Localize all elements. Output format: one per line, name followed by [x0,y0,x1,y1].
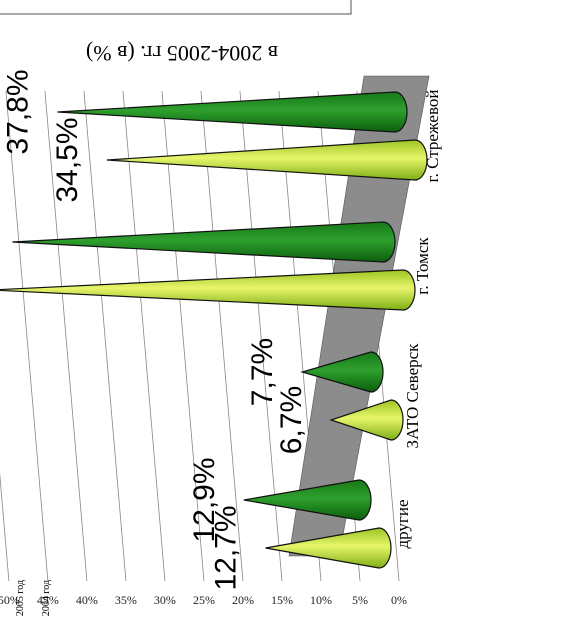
legend-entry: 2004 год [41,580,52,616]
data-label: 34,5% [51,117,84,202]
gridline [122,90,166,582]
cone-mark [106,139,428,181]
y-tick-label: 35% [115,593,137,607]
data-label: 37,8% [1,69,34,154]
gridline [83,90,127,582]
cone-mark [243,479,372,521]
category-label: ЗАТО Северск [403,343,422,449]
rotated-chart-group: 12,9%7,7%41,5%37,8%12,7%6,7%46,1%34,5% 0… [0,0,442,616]
gridline [5,90,49,582]
data-labels: 12,9%7,7%41,5%37,8%12,7%6,7%46,1%34,5% [1,69,308,590]
cone-mark [300,351,384,393]
y-tick-label: 30% [154,593,176,607]
data-label: 12,9% [188,457,221,542]
chart-title-group: в 2004-2005 гг. (в %) [0,0,352,66]
y-tick-label: 10% [310,593,332,607]
cone-mark [265,527,392,569]
gridline [0,472,10,582]
y-tick-label: 20% [232,593,254,607]
cone-mark [57,91,408,133]
cone-mark [12,221,396,263]
y-tick-label: 50% [0,593,20,607]
category-label: г. Стрежевой [423,90,442,183]
floor-plane [288,75,430,557]
legend: 2004 год 2005 год [15,580,52,616]
gridline [161,90,205,582]
y-tick-label: 0% [391,593,407,607]
chart-floor [288,75,430,557]
y-tick-label: 15% [271,593,293,607]
cone-series [0,91,428,569]
y-tick-label: 25% [193,593,215,607]
y-tick-label: 40% [76,593,98,607]
data-label: 6,7% [275,386,308,454]
cone-mark [0,269,416,311]
category-label: г. Томск [413,237,432,295]
gridline [44,90,88,582]
legend-entry: 2005 год [15,580,26,616]
y-tick-label: 5% [352,593,368,607]
gridline [200,90,244,582]
data-label: 7,7% [246,338,279,406]
legend-box [0,0,352,15]
category-labels: другие ЗАТО Северск г. Томск г. Стрежевой [393,90,442,549]
cone-mark [329,399,404,441]
category-label: другие [393,499,412,548]
chart-title: в 2004-2005 гг. (в %) [86,41,278,66]
y-tick-label: 45% [37,593,59,607]
data-label: 12,7% [210,505,243,590]
y-axis-ticks: 0% 5% 10% 15% 20% 25% 30% 35% 40% 45% 50% [0,593,407,607]
